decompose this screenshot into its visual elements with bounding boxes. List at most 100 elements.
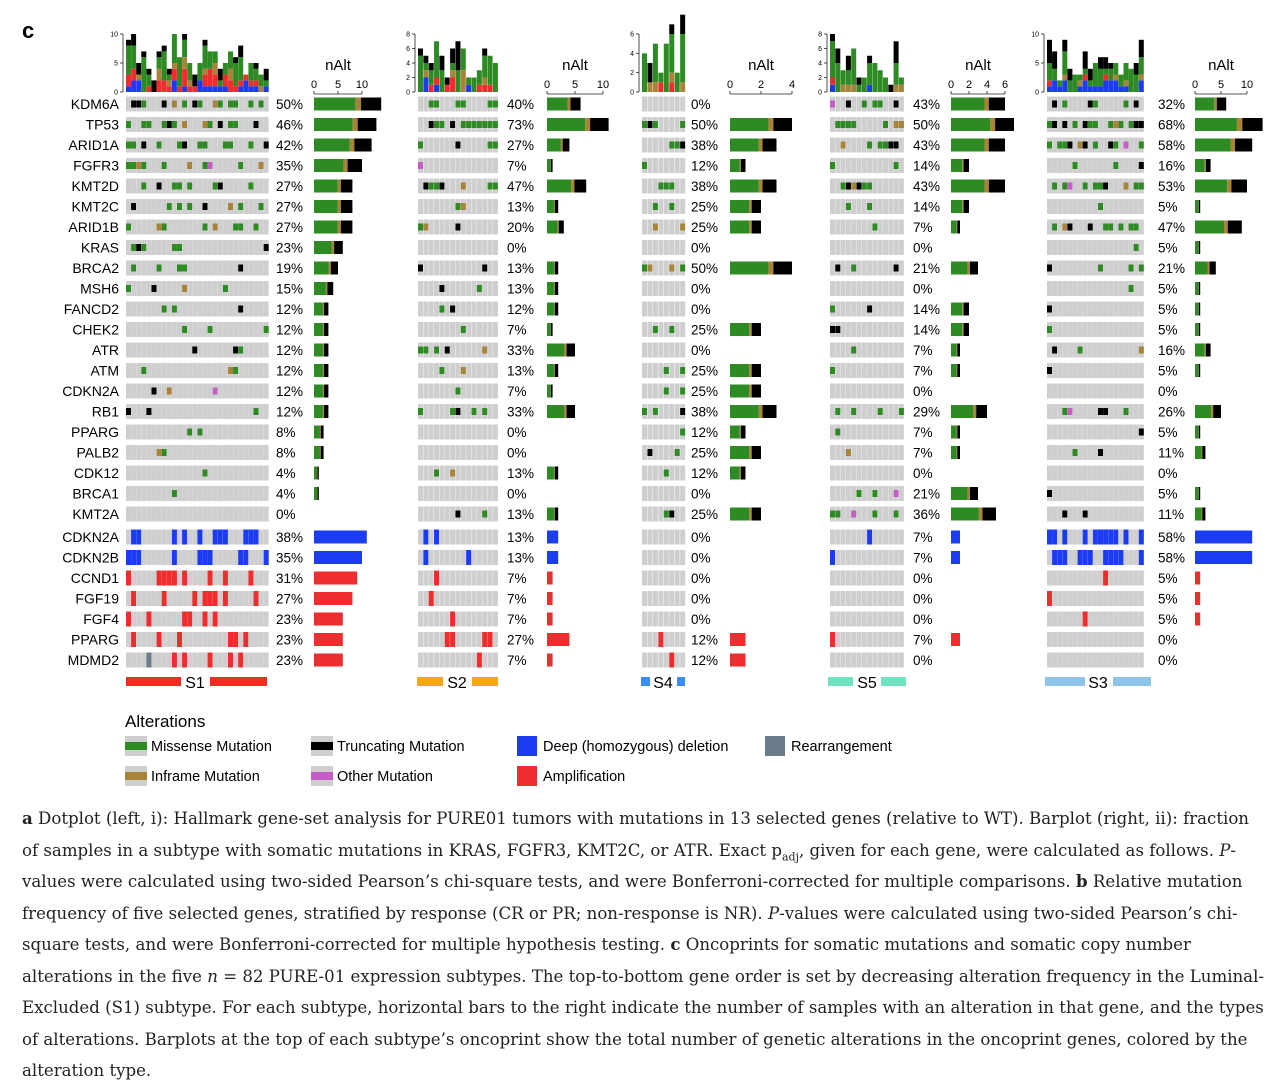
oncoprint-cell xyxy=(830,530,835,545)
oncoprint-cell xyxy=(851,612,856,627)
oncoprint-cell xyxy=(872,179,877,194)
oncoprint-cell xyxy=(857,138,862,153)
oncoprint-cell xyxy=(878,261,883,276)
oncoprint-cell xyxy=(493,322,498,337)
nalt-bar-missense xyxy=(1195,303,1198,316)
oncoprint-cell xyxy=(233,179,238,194)
gene-label: ATR xyxy=(92,342,119,358)
oncoprint-cell xyxy=(146,445,151,460)
oncoprint-cell xyxy=(1088,425,1093,440)
oncoprint-cell xyxy=(653,591,658,606)
alteration-mark xyxy=(1134,244,1139,251)
oncoprint-cell xyxy=(213,138,218,153)
oncoprint-cell xyxy=(482,281,487,296)
oncoprint-cell xyxy=(888,550,893,565)
oncoprint-cell xyxy=(841,612,846,627)
oncoprint-cell xyxy=(187,281,192,296)
oncoprint-cell xyxy=(187,466,192,481)
oncoprint-cell xyxy=(894,322,899,337)
oncoprint-cell xyxy=(647,302,652,317)
oncoprint-cell xyxy=(1083,404,1088,419)
nalt-bar-inframe xyxy=(973,405,976,418)
oncoprint-cell xyxy=(167,425,172,440)
oncoprint-cell xyxy=(152,117,157,132)
oncoprint-cell xyxy=(653,97,658,112)
nalt-bar-inframe xyxy=(353,118,358,131)
oncoprint-cell xyxy=(223,261,228,276)
alteration-mark xyxy=(131,591,136,606)
oncoprint-cell xyxy=(254,466,259,481)
oncoprint-cell xyxy=(899,281,904,296)
oncoprint-cell xyxy=(264,117,269,132)
top-bar-segment xyxy=(1062,40,1067,52)
nalt-tick-label: 10 xyxy=(597,79,609,91)
oncoprint-cell xyxy=(259,363,264,378)
oncoprint-cell xyxy=(669,530,674,545)
oncoprint-cell xyxy=(259,591,264,606)
alteration-mark xyxy=(680,224,685,231)
alteration-mark xyxy=(455,101,460,108)
oncoprint-cell xyxy=(1093,591,1098,606)
oncoprint-cell xyxy=(450,653,455,668)
top-bar-segment xyxy=(423,70,428,77)
oncoprint-cell xyxy=(157,343,162,358)
percent-label: 32% xyxy=(1158,97,1185,112)
oncoprint-cell xyxy=(264,571,269,586)
percent-label: 13% xyxy=(507,261,534,276)
top-bar-segment xyxy=(1052,69,1057,81)
top-bar-segment xyxy=(835,49,840,64)
oncoprint-cell xyxy=(846,571,851,586)
percent-label: 12% xyxy=(691,633,718,648)
oncoprint-cell xyxy=(192,261,197,276)
oncoprint-cell xyxy=(1062,653,1067,668)
oncoprint-cell xyxy=(248,445,253,460)
nalt-bar-truncating xyxy=(752,323,761,336)
oncoprint-cell xyxy=(1093,445,1098,460)
oncoprint-cell xyxy=(472,322,477,337)
oncoprint-cell xyxy=(669,571,674,586)
oncoprint-cell xyxy=(434,322,439,337)
oncoprint-cell xyxy=(1118,425,1123,440)
oncoprint-cell xyxy=(146,158,151,173)
top-bar-segment xyxy=(172,69,177,81)
oncoprint-cell xyxy=(1088,571,1093,586)
oncoprint-cell xyxy=(846,138,851,153)
oncoprint-cell xyxy=(653,507,658,522)
oncoprint-cell xyxy=(136,653,141,668)
oncoprint-cell xyxy=(136,632,141,647)
top-bar-segment xyxy=(423,56,428,63)
oncoprint-cell xyxy=(434,653,439,668)
oncoprint-cell xyxy=(233,550,238,565)
nalt-bar-missense xyxy=(314,364,323,377)
alteration-mark xyxy=(182,612,187,627)
alteration-mark xyxy=(830,162,835,169)
oncoprint-cell xyxy=(434,240,439,255)
oncoprint-cell xyxy=(1113,384,1118,399)
percent-label: 5% xyxy=(1158,302,1178,317)
percent-label: 13% xyxy=(507,530,534,545)
oncoprint-cell xyxy=(658,591,663,606)
oncoprint-cell xyxy=(1134,550,1139,565)
alteration-mark xyxy=(172,306,177,313)
oncoprint-cell xyxy=(162,384,167,399)
oncoprint-cell xyxy=(658,445,663,460)
alteration-mark xyxy=(434,530,439,545)
oncoprint-cell xyxy=(146,384,151,399)
percent-label: 25% xyxy=(691,446,718,461)
top-bar-segment xyxy=(141,57,146,92)
oncoprint-cell xyxy=(1139,612,1144,627)
oncoprint-cell xyxy=(488,384,493,399)
oncoprint-cell xyxy=(1073,612,1078,627)
oncoprint-cell xyxy=(466,261,471,276)
alteration-mark xyxy=(1129,285,1134,292)
oncoprint-cell xyxy=(192,179,197,194)
oncoprint-cell xyxy=(182,404,187,419)
oncoprint-cell xyxy=(259,220,264,235)
oncoprint-cell xyxy=(493,486,498,501)
percent-label: 21% xyxy=(913,261,940,276)
oncoprint-cell xyxy=(126,179,131,194)
oncoprint-cell xyxy=(248,117,253,132)
nalt-tick-label: 2 xyxy=(758,79,764,91)
top-bar-segment xyxy=(238,86,243,92)
nalt-bar-missense xyxy=(730,200,749,213)
